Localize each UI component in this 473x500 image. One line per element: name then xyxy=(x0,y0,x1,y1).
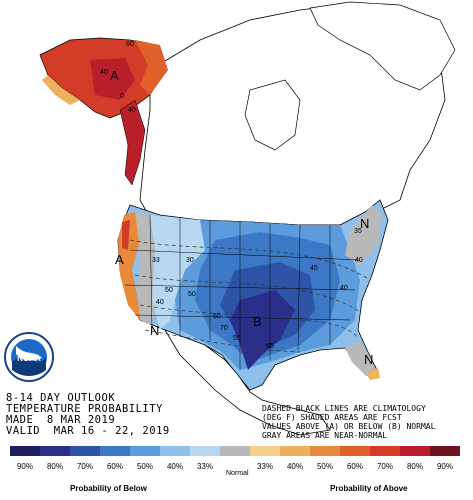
clim-label: 40 xyxy=(340,285,348,292)
legend-pct-label: 70% xyxy=(76,462,93,471)
legend-pct-label: 33% xyxy=(196,462,213,471)
legend-swatch xyxy=(40,446,70,456)
clim-label: 0 xyxy=(120,93,124,100)
legend-pct-label: 90% xyxy=(436,462,453,471)
climatology-lines xyxy=(129,239,371,353)
clim-label: 35 xyxy=(354,228,362,235)
noaa-logo-icon: NOAA xyxy=(4,332,54,382)
title-line-1: 8-14 DAY OUTLOOK xyxy=(6,392,116,404)
legend-pct-label: 33% xyxy=(256,462,273,471)
clim-label: 70 xyxy=(220,325,228,332)
clim-label: 60 xyxy=(213,313,221,320)
title-line-3: MADE 8 MAR 2019 xyxy=(6,414,116,426)
clim-label: 40 xyxy=(100,69,108,76)
core-80-band xyxy=(230,290,295,370)
northeast-gray xyxy=(345,205,382,265)
clim-label: 30 xyxy=(186,257,194,264)
noaa-logo-text: NOAA xyxy=(17,354,41,363)
legend-swatch xyxy=(10,446,40,456)
clim-label: 40 xyxy=(128,107,136,114)
clim-label: 50 xyxy=(188,291,196,298)
legend-pct-label: 80% xyxy=(46,462,63,471)
alaska-south-band xyxy=(42,75,80,105)
legend-pct-label: 60% xyxy=(346,462,363,471)
clim-label: 55 xyxy=(233,335,241,342)
legend-swatch xyxy=(250,446,280,456)
light-blue-band xyxy=(150,215,205,330)
legend-swatch xyxy=(220,446,250,456)
notes-line-3: VALUES ABOVE (A) OR BELOW (B) NORMAL xyxy=(262,422,436,431)
notes-line-2: (DEG F) SHADED AREAS ARE FCST xyxy=(262,413,402,422)
legend-swatch xyxy=(160,446,190,456)
outlook-map: A N B N A N 60 40 0 40 33 30 50 45 50 40… xyxy=(39,1,456,436)
legend-pct-label: 60% xyxy=(106,462,123,471)
legend-swatch xyxy=(400,446,430,456)
region-letter-n-northeast: N xyxy=(360,216,369,231)
alaska-panhandle xyxy=(119,99,146,186)
notes-line-4: GRAY AREAS ARE NEAR-NORMAL xyxy=(262,431,388,440)
legend-swatch xyxy=(370,446,400,456)
legend-pct-label: 50% xyxy=(316,462,333,471)
title-line-4: VALID MAR 16 - 22, 2019 xyxy=(6,425,170,437)
legend-pct-label: 40% xyxy=(166,462,183,471)
clim-label: 50 xyxy=(165,287,173,294)
climatology-labels: 60 40 0 40 33 30 50 45 50 40 40 60 40 70… xyxy=(100,41,363,350)
clim-label: 40 xyxy=(156,299,164,306)
legend-swatch xyxy=(190,446,220,456)
legend-pct-label: 80% xyxy=(406,462,423,471)
legend-pct-label: 50% xyxy=(136,462,153,471)
legend-above-label: Probability of Above xyxy=(330,484,408,493)
legend-swatch xyxy=(340,446,370,456)
legend-pct-label: 40% xyxy=(286,462,303,471)
legend-pct-label: 90% xyxy=(16,462,33,471)
clim-label: 33 xyxy=(152,257,160,264)
legend-swatch xyxy=(70,446,100,456)
legend-swatch xyxy=(430,446,460,456)
title-line-2: TEMPERATURE PROBABILITY xyxy=(6,403,163,415)
clim-label: 45 xyxy=(310,265,318,272)
state-boundaries xyxy=(124,214,361,370)
region-letter-a-alaska: A xyxy=(110,68,119,83)
florida-tip-orange xyxy=(366,368,380,380)
legend-below-label: Probability of Below xyxy=(70,484,147,493)
legend-swatch xyxy=(280,446,310,456)
clim-label: 60 xyxy=(126,41,134,48)
region-letter-n-basin: N xyxy=(150,323,159,338)
alaska-core xyxy=(90,58,135,100)
region-letter-b-south: B xyxy=(253,314,262,329)
legend-normal-label: Normal xyxy=(226,470,249,477)
region-letter-a-west: A xyxy=(115,252,124,267)
hudson-bay xyxy=(244,79,301,151)
region-letter-n-florida: N xyxy=(364,352,373,367)
florida-gray xyxy=(345,340,376,376)
clim-label: 40 xyxy=(355,257,363,264)
legend-swatch xyxy=(100,446,130,456)
legend-swatch xyxy=(130,446,160,456)
legend-pct-label: 70% xyxy=(376,462,393,471)
alaska-east-band xyxy=(135,40,168,95)
notes-line-1: DASHED BLACK LINES ARE CLIMATOLOGY xyxy=(262,404,426,413)
probability-legend: 90% 80% 70% 60% 50% 40% 33% 33% 40% 50% 60% 70% 80% 9… xyxy=(0,446,473,500)
clim-label: 65 xyxy=(266,343,274,350)
legend-swatch xyxy=(310,446,340,456)
mexico-land xyxy=(164,329,331,436)
greenland-land xyxy=(309,1,456,91)
west-coast-red xyxy=(122,220,130,250)
